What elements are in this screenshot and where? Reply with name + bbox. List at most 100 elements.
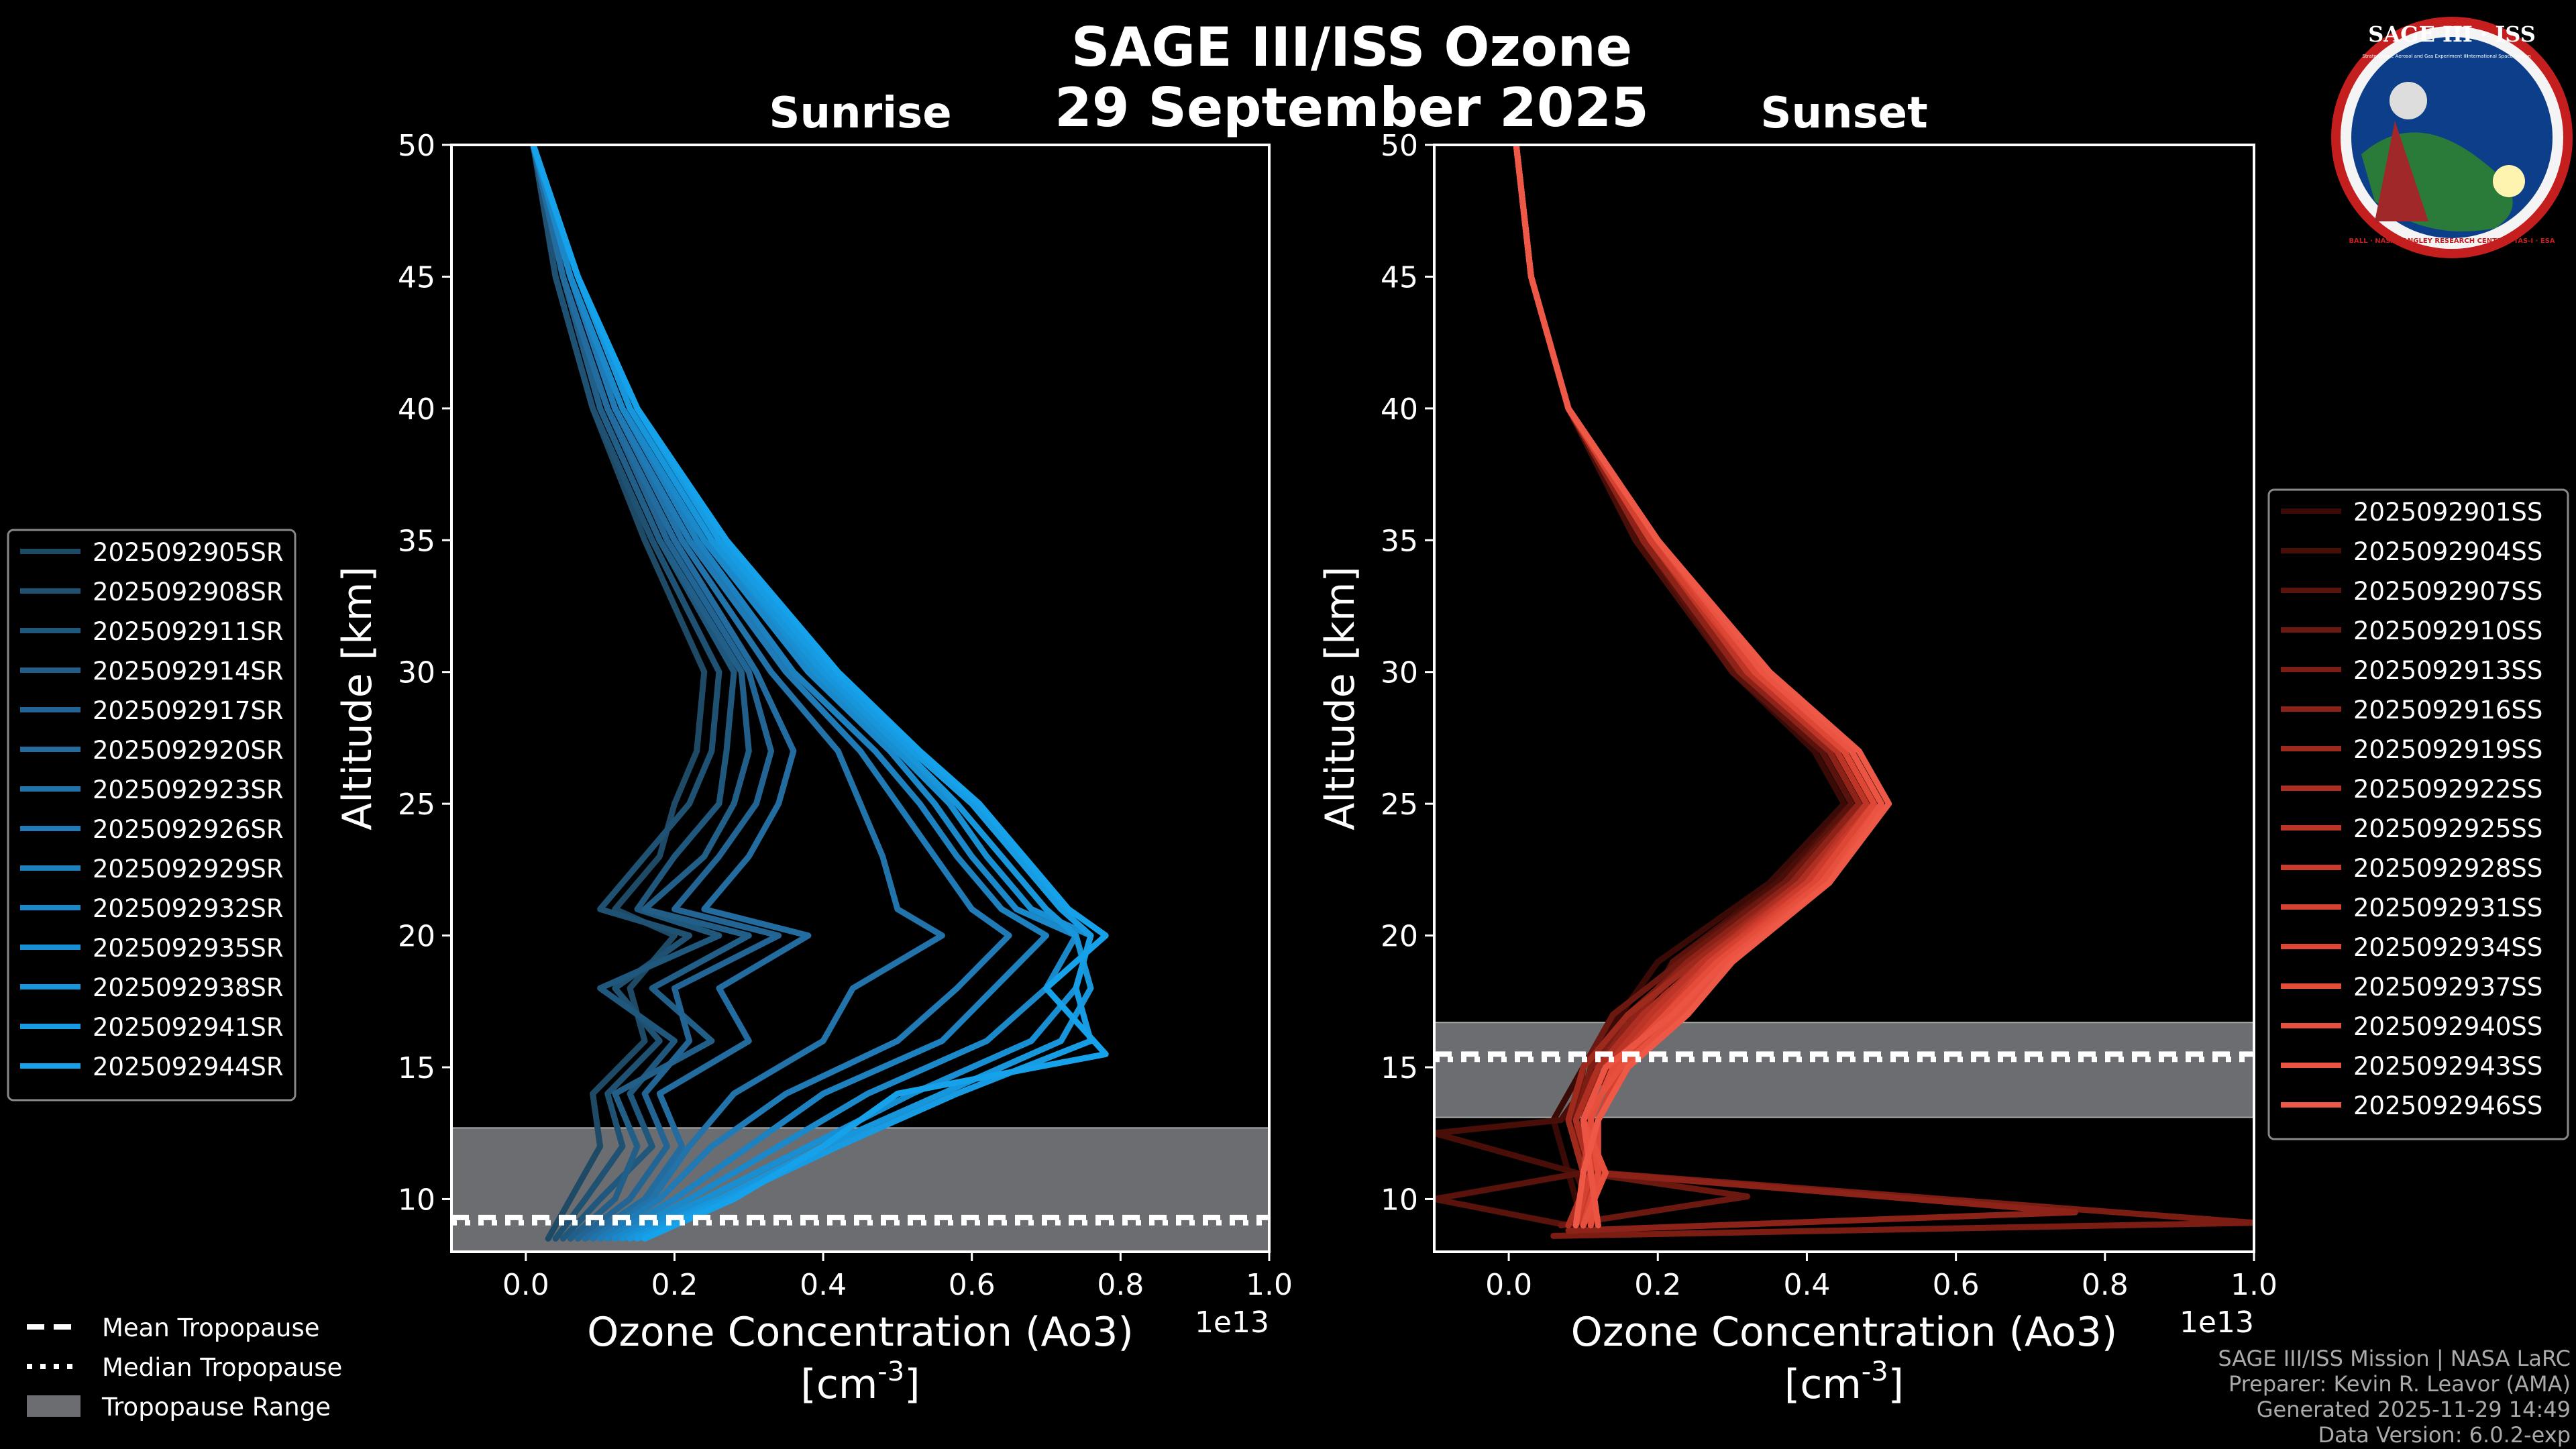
- logo-sub-left: Stratospheric Aerosol and Gas Experiment…: [2362, 54, 2467, 59]
- sunrise-ytick-label: 40: [398, 392, 435, 427]
- legend-mean-label: Mean Tropopause: [102, 1313, 320, 1342]
- series-line-2025092917SR: [530, 145, 782, 1242]
- legend-label-2025092917SR: 2025092917SR: [93, 696, 284, 725]
- legend-median-label: Median Tropopause: [102, 1353, 342, 1382]
- legend-label-2025092916SS: 2025092916SS: [2353, 696, 2542, 724]
- sunrise-xtick-label: 0.0: [502, 1268, 549, 1302]
- sunrise-xtick-label: 0.2: [651, 1268, 698, 1302]
- sunset-axes-frame: [1433, 144, 2255, 1253]
- legend-label-2025092938SR: 2025092938SR: [93, 973, 284, 1002]
- legend-label-2025092937SS: 2025092937SS: [2353, 973, 2542, 1002]
- sunset-ytick-label: 50: [1381, 129, 1418, 163]
- logo-sun: [2493, 165, 2525, 197]
- series-line-2025092914SR: [530, 145, 752, 1242]
- sunset-xaxis-label: Ozone Concentration (Ao3): [1571, 1309, 2118, 1356]
- series-line-2025092938SR: [530, 145, 1094, 1242]
- legend-label-2025092943SS: 2025092943SS: [2353, 1052, 2542, 1081]
- legend-label-2025092914SR: 2025092914SR: [93, 657, 284, 686]
- sunrise-plot-area: [451, 145, 1269, 1252]
- legend-label-2025092932SR: 2025092932SR: [93, 894, 284, 923]
- sunrise-xtick-label: 1.0: [1246, 1268, 1293, 1302]
- sunrise-ytick-label: 25: [398, 788, 435, 822]
- legend-label-2025092935SR: 2025092935SR: [93, 934, 284, 963]
- logo-moon: [2390, 82, 2427, 119]
- legend-label-2025092926SR: 2025092926SR: [93, 815, 284, 844]
- legend-label-2025092911SR: 2025092911SR: [93, 617, 284, 646]
- sunrise-ytick-label: 45: [398, 260, 435, 294]
- credit-line-2: Preparer: Kevin R. Leavor (AMA): [2229, 1371, 2571, 1397]
- legend-label-2025092919SS: 2025092919SS: [2353, 735, 2542, 764]
- sunset-legend-frame: [2267, 488, 2569, 1140]
- series-line-2025092908SR: [530, 145, 722, 1242]
- sunrise-ytick-label: 10: [398, 1183, 435, 1217]
- sunrise-xaxis-label: Ozone Concentration (Ao3): [587, 1309, 1134, 1356]
- sunset-xtick-label: 0.8: [2082, 1268, 2129, 1302]
- legend-label-2025092928SS: 2025092928SS: [2353, 854, 2542, 883]
- legend-label-2025092901SS: 2025092901SS: [2353, 498, 2542, 527]
- sunrise-panel-title: Sunrise: [769, 89, 951, 138]
- series-line-2025092920SR: [530, 145, 812, 1242]
- sunrise-ytick-label: 35: [398, 524, 435, 558]
- legend-label-2025092910SS: 2025092910SS: [2353, 616, 2542, 645]
- legend-label-2025092922SS: 2025092922SS: [2353, 775, 2542, 804]
- series-line-2025092905SR: [530, 145, 708, 1242]
- sunset-ytick-label: 10: [1381, 1183, 1418, 1217]
- sunrise-ytick-label: 20: [398, 920, 435, 954]
- sunrise-xaxis-unit: [cm-3]: [800, 1356, 920, 1408]
- sunset-series-legend: 2025092901SS 2025092904SS 2025092907SS 2025…: [2267, 488, 2569, 1140]
- series-line-2025092926SR: [530, 145, 1012, 1242]
- sunset-xtick-label: 0.4: [1783, 1268, 1830, 1302]
- logo-ring-text: BALL · NASA LANGLEY RESEARCH CENTER · TA…: [2349, 237, 2555, 245]
- sunrise-panel: 0.0 0.2 0.4 0.6 0.8 1.0 10 15 20 25 30 35 40 45 50 1e13…: [334, 89, 1293, 1408]
- sunset-ytick-label: 45: [1381, 260, 1418, 294]
- logo-top-text: SAGE III · ISS: [2368, 21, 2536, 47]
- sunrise-yaxis-label: Altitude [km]: [334, 566, 381, 830]
- legend-label-2025092934SS: 2025092934SS: [2353, 933, 2542, 962]
- legend-label-2025092944SR: 2025092944SR: [93, 1053, 284, 1081]
- sunset-xtick-label: 0.2: [1634, 1268, 1681, 1302]
- sunrise-ytick-label: 15: [398, 1051, 435, 1085]
- logo-sub-right: International Space Station: [2467, 54, 2530, 59]
- credits: SAGE III/ISS Mission | NASA LaRC Prepare…: [2218, 1346, 2571, 1448]
- sunset-plot-area: [1434, 145, 2254, 1239]
- series-line-2025092932SR: [530, 145, 1079, 1242]
- sunrise-axes-frame: [450, 144, 1271, 1253]
- credit-line-4: Data Version: 6.0.2-exp: [2318, 1422, 2571, 1448]
- sunset-ytick-label: 25: [1381, 788, 1418, 822]
- sunrise-xtick-label: 0.8: [1097, 1268, 1144, 1302]
- legend-range-label: Tropopause Range: [101, 1393, 331, 1421]
- legend-label-2025092904SS: 2025092904SS: [2353, 537, 2542, 566]
- legend-label-2025092923SR: 2025092923SR: [93, 775, 284, 804]
- sunset-ytick-label: 40: [1381, 392, 1418, 427]
- sunrise-xtick-label: 0.6: [949, 1268, 996, 1302]
- main-date: 29 September 2025: [1055, 76, 1649, 139]
- credit-line-1: SAGE III/ISS Mission | NASA LaRC: [2218, 1346, 2571, 1371]
- legend-label-2025092920SR: 2025092920SR: [93, 736, 284, 765]
- sunset-xtick-label: 0.0: [1485, 1268, 1532, 1302]
- legend-label-2025092946SS: 2025092946SS: [2353, 1091, 2542, 1120]
- legend-label-2025092940SS: 2025092940SS: [2353, 1012, 2542, 1041]
- logo-figure-robe: [2375, 121, 2428, 221]
- legend-label-2025092931SS: 2025092931SS: [2353, 894, 2542, 922]
- series-line-2025092929SR: [530, 145, 1049, 1242]
- sunset-ytick-label: 15: [1381, 1051, 1418, 1085]
- series-line-2025092941SR: [530, 145, 1094, 1242]
- legend-label-2025092925SS: 2025092925SS: [2353, 814, 2542, 843]
- legend-label-2025092941SR: 2025092941SR: [93, 1013, 284, 1042]
- sunset-ytick-label: 30: [1381, 656, 1418, 690]
- sunset-xtick-label: 1.0: [2231, 1268, 2277, 1302]
- legend-label-2025092929SR: 2025092929SR: [93, 855, 284, 883]
- legend-label-2025092905SR: 2025092905SR: [93, 538, 284, 567]
- series-line-2025092946SS: [1513, 145, 1892, 1229]
- legend-range-swatch: [27, 1395, 80, 1417]
- legend-label-2025092907SS: 2025092907SS: [2353, 577, 2542, 606]
- sunset-ytick-label: 20: [1381, 920, 1418, 954]
- sunset-xaxis-unit: [cm-3]: [1784, 1356, 1904, 1408]
- sage-logo: SAGE III · ISS Stratospheric Aerosol and…: [2331, 17, 2573, 258]
- sunset-offset-text: 1e13: [2180, 1305, 2254, 1340]
- sunrise-ytick-label: 30: [398, 656, 435, 690]
- main-title: SAGE III/ISS Ozone: [1071, 16, 1632, 78]
- sunrise-offset-text: 1e13: [1195, 1305, 1269, 1340]
- series-line-2025092923SR: [530, 145, 945, 1242]
